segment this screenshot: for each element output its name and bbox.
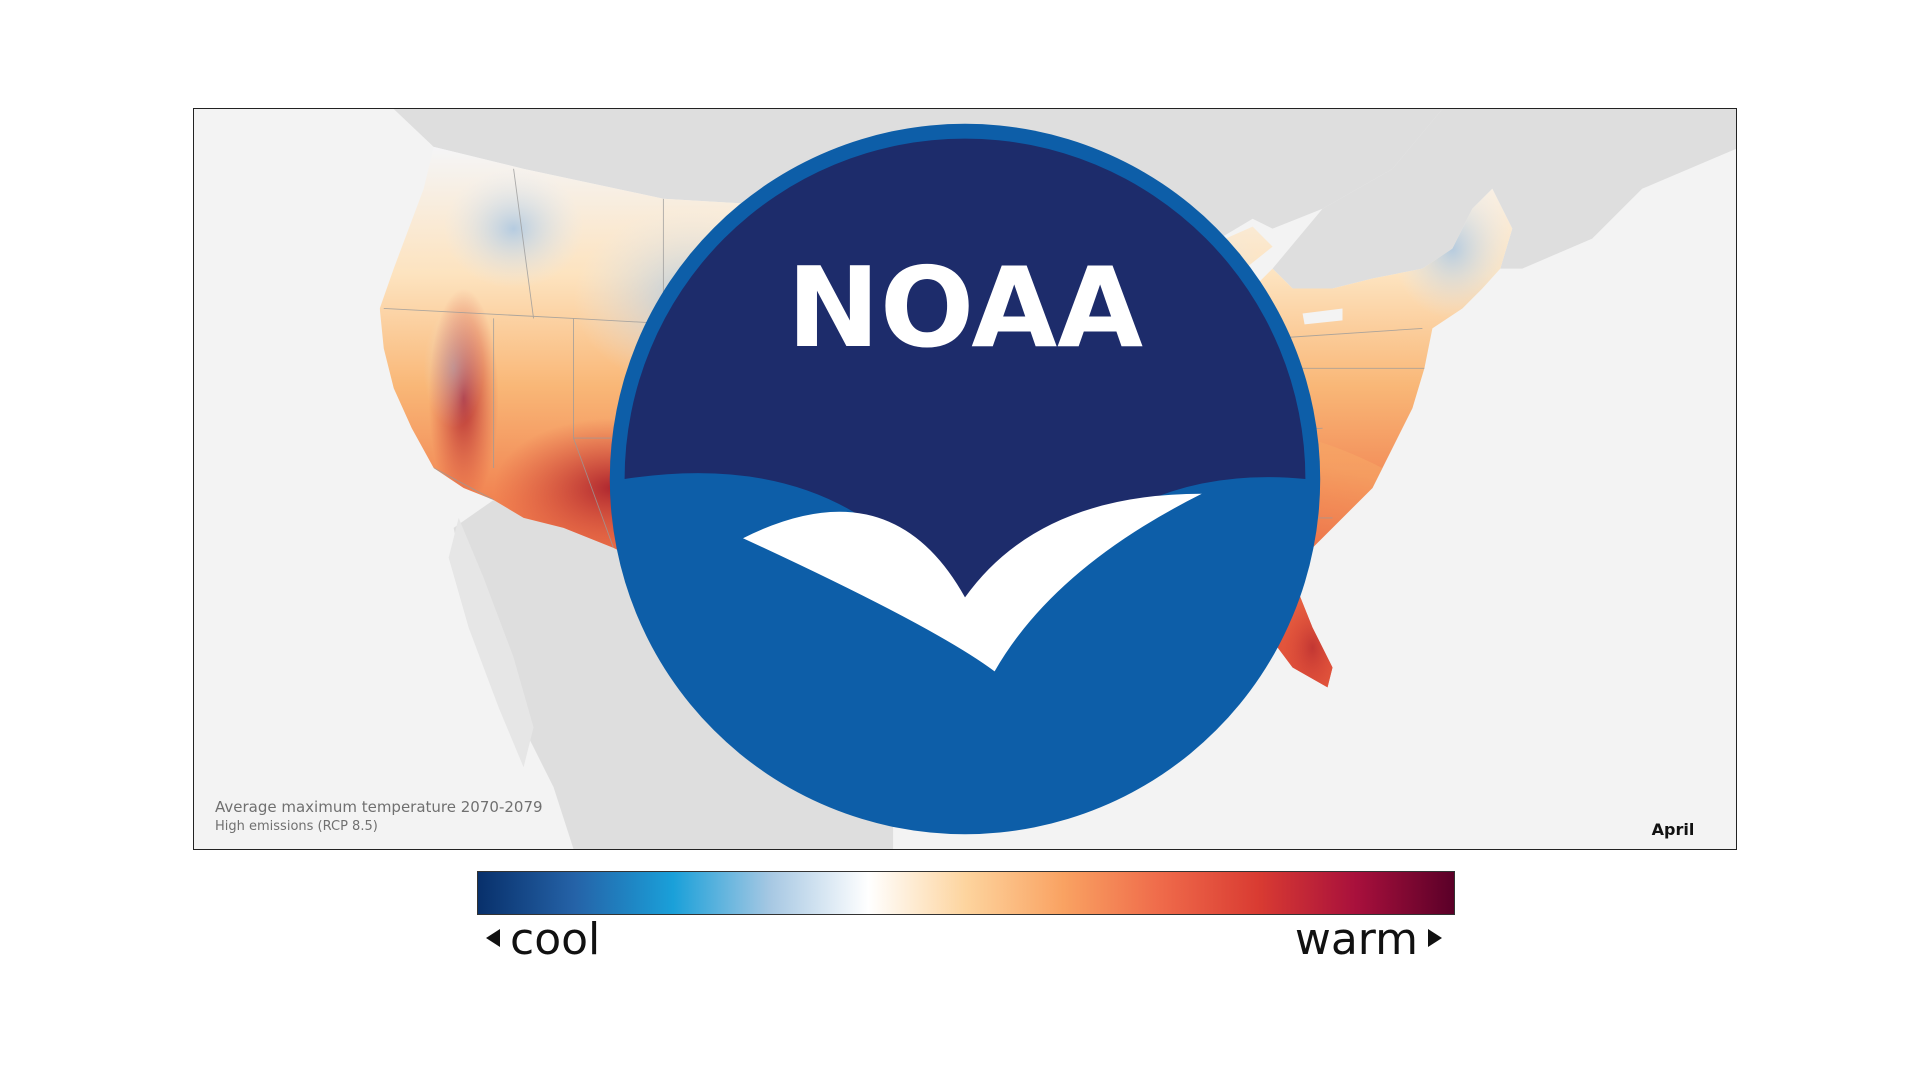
noaa-logo: NOAA (609, 123, 1321, 835)
right-arrow-icon (1428, 929, 1442, 947)
noaa-logo-text: NOAA (787, 244, 1143, 373)
left-arrow-icon (486, 929, 500, 947)
caption-title: Average maximum temperature 2070-2079 (215, 798, 543, 816)
color-scale-bar (477, 871, 1455, 915)
baja-peninsula (448, 517, 534, 768)
legend-warm: warm (1295, 912, 1442, 968)
caption-subtitle: High emissions (RCP 8.5) (215, 819, 378, 834)
quebec-maritimes-landmass (1272, 109, 1736, 289)
map-panel: Average maximum temperature 2070-2079 Hi… (193, 108, 1737, 850)
month-label: April (1651, 820, 1695, 839)
map-caption: Average maximum temperature 2070-2079 Hi… (215, 797, 543, 837)
lake-ontario (1302, 308, 1343, 325)
legend-cool-label: cool (510, 914, 601, 965)
legend-cool: cool (486, 912, 600, 968)
legend-warm-label: warm (1294, 914, 1418, 965)
